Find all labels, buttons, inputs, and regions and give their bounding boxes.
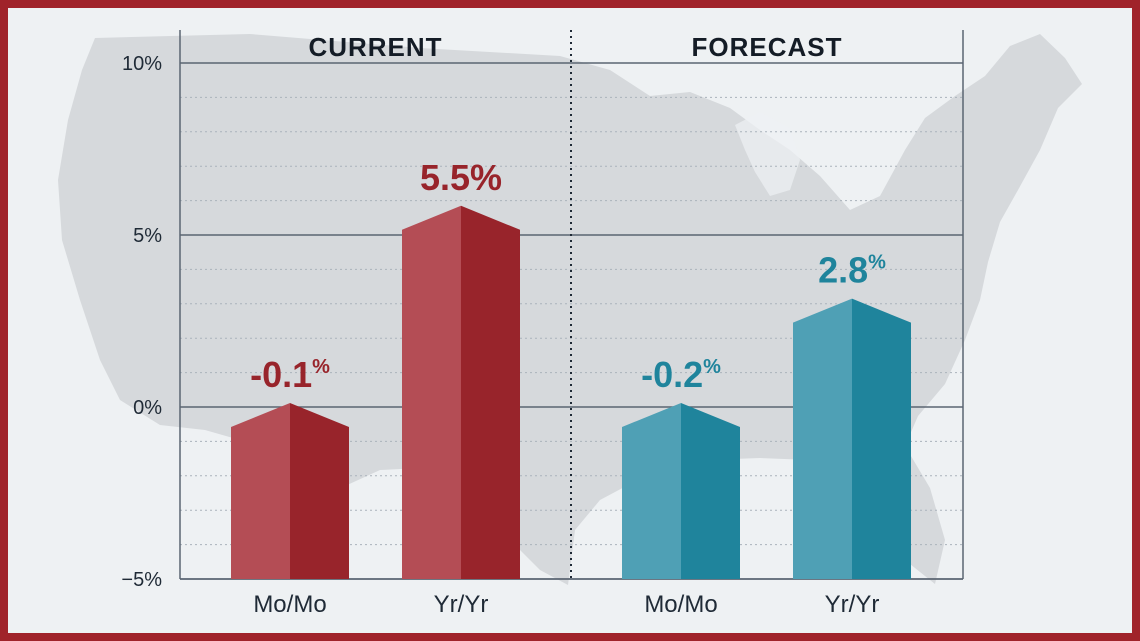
data-label: 5.5% xyxy=(420,157,502,198)
bar-face-dark xyxy=(681,403,740,579)
us-map-silhouette xyxy=(58,34,1082,585)
y-tick-label: 0% xyxy=(133,397,162,419)
bar-face-dark xyxy=(290,403,349,579)
bar-face-light xyxy=(231,403,290,579)
label-layer: −5% 0% 5% 10% CURRENT -0.1% Mo/Mo 5.5% Yr/Yr FORE… xyxy=(121,32,886,618)
category-label: Yr/Yr xyxy=(434,591,489,618)
great-lakes-shape xyxy=(735,112,800,196)
y-tick-label: 5% xyxy=(133,225,162,247)
bar-layer xyxy=(231,205,911,580)
y-tick-label: 10% xyxy=(122,53,162,75)
category-label: Mo/Mo xyxy=(644,591,717,618)
bar-face-light xyxy=(793,298,852,579)
category-label: Mo/Mo xyxy=(253,591,326,618)
bar-face-light xyxy=(402,205,461,580)
data-label: 2.8% xyxy=(818,250,886,291)
bar-face-dark xyxy=(852,298,911,579)
data-label: -0.1% xyxy=(250,354,330,395)
data-label: -0.2% xyxy=(641,354,721,395)
y-tick-label: −5% xyxy=(121,569,162,591)
bar-chart: −5% 0% 5% 10% CURRENT -0.1% Mo/Mo 5.5% Yr/Yr FORE… xyxy=(58,30,1082,618)
group-label: FORECAST xyxy=(692,32,843,62)
category-label: Yr/Yr xyxy=(825,591,880,618)
us-map-background xyxy=(58,34,1082,585)
group-label: CURRENT xyxy=(308,32,442,62)
bar-face-dark xyxy=(461,205,520,580)
bar-face-light xyxy=(622,403,681,579)
